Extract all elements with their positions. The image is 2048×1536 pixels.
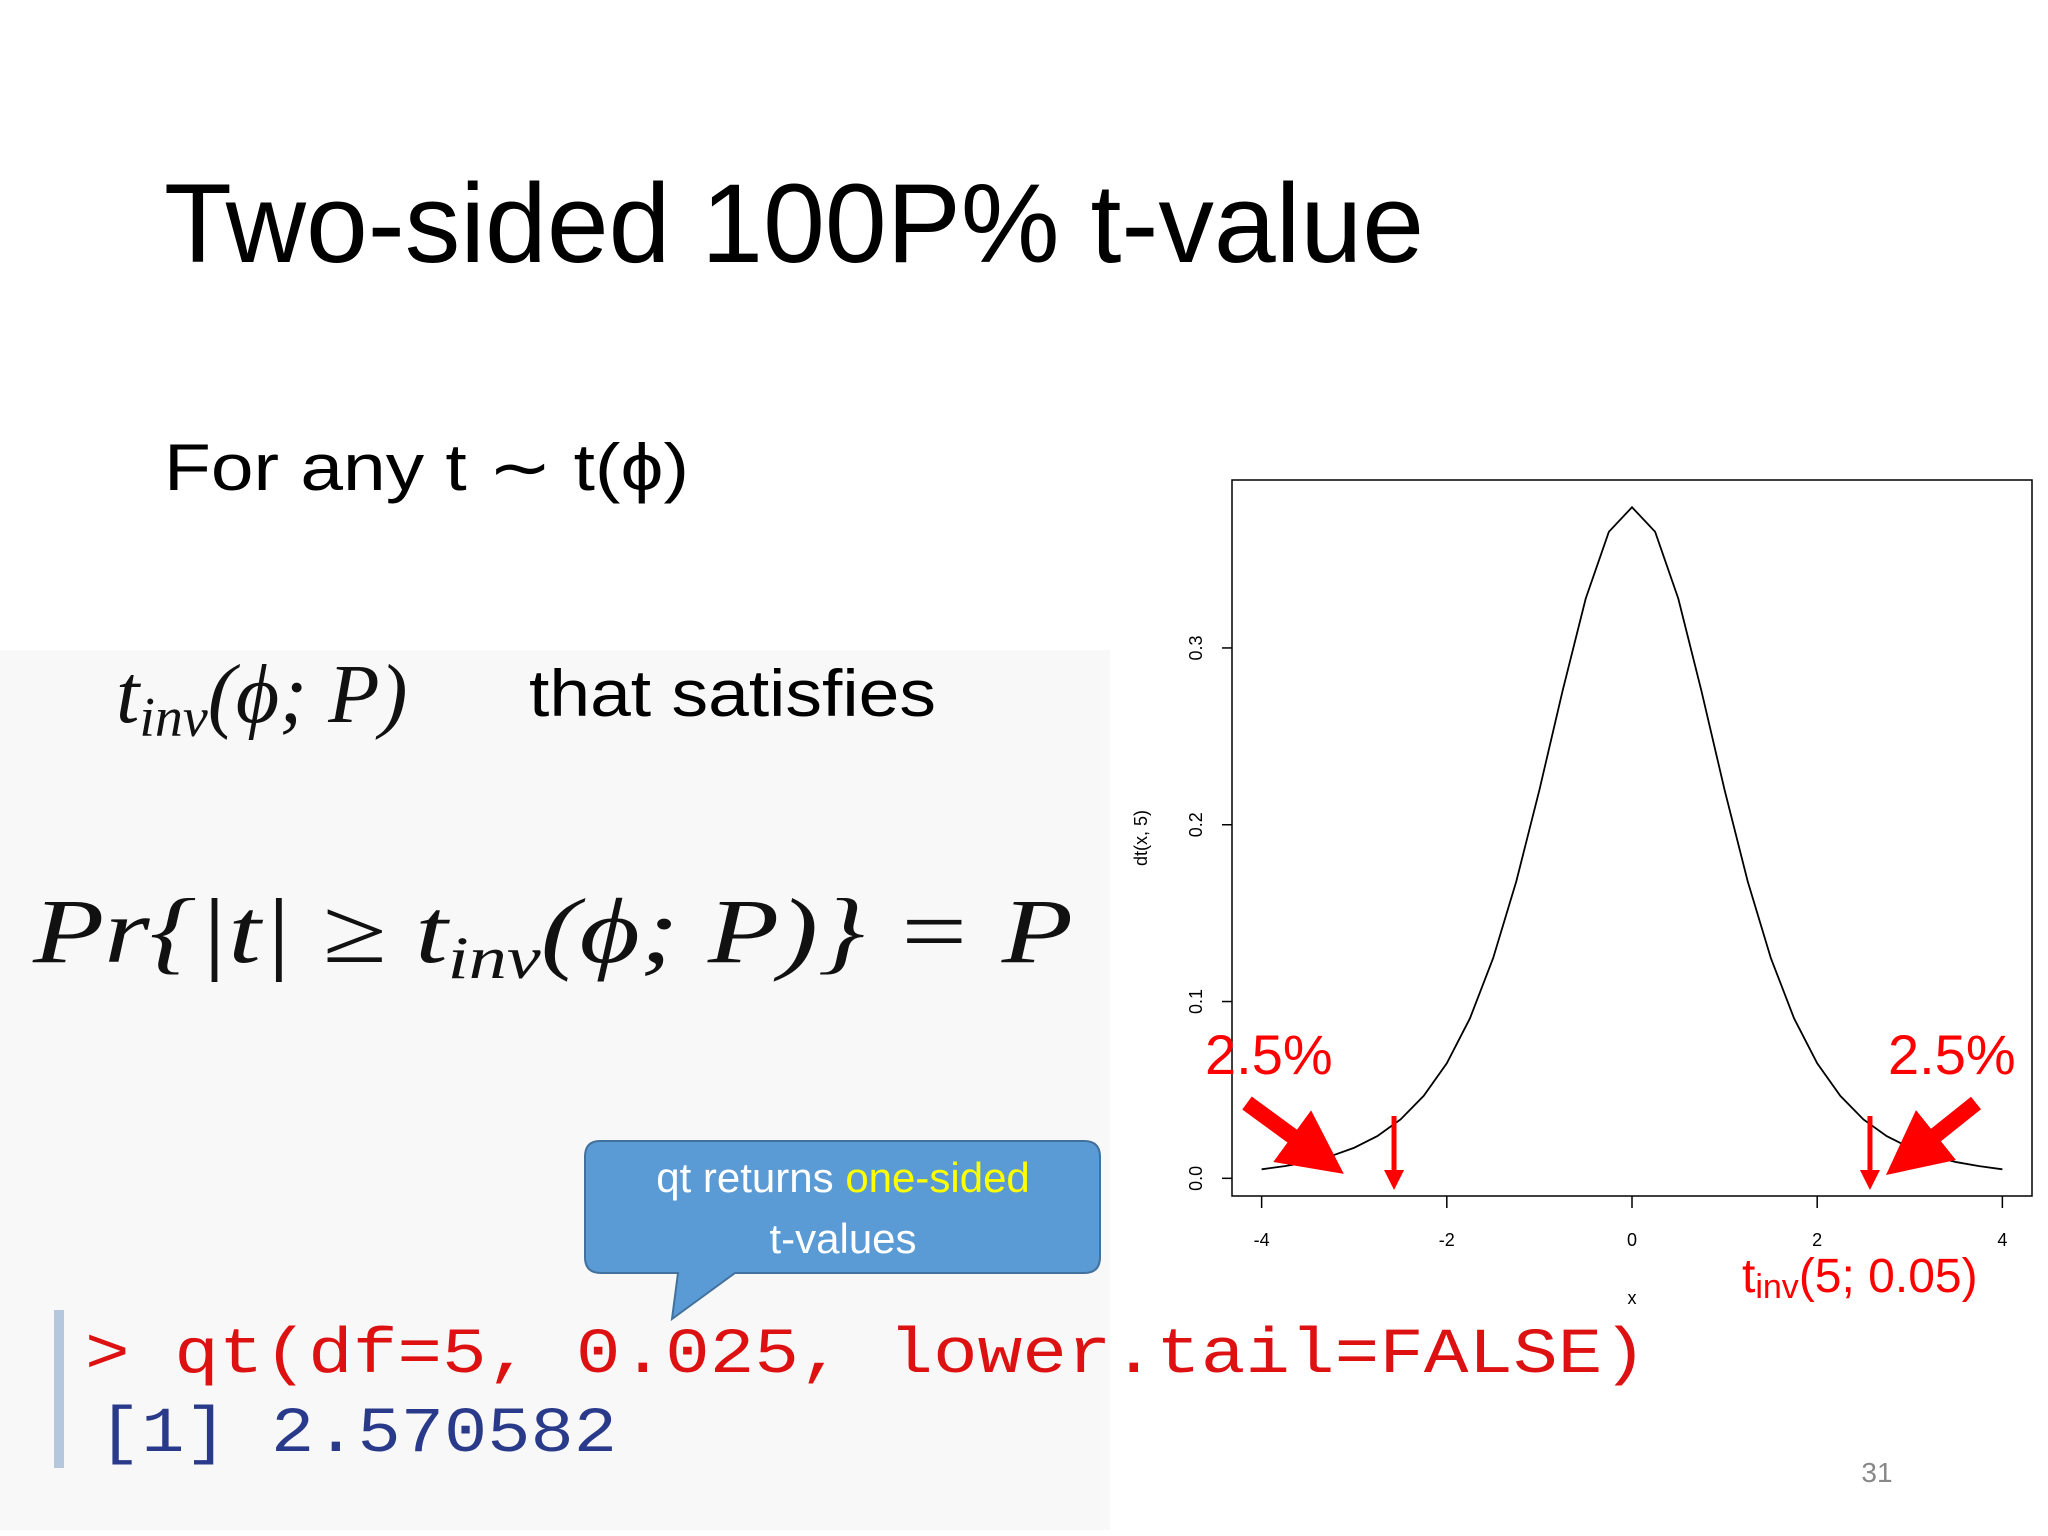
x-axis-label: x	[1628, 1288, 1637, 1308]
tail-annotation: 2.5%	[1205, 1023, 1333, 1086]
critical-label-base: t	[1742, 1250, 1755, 1303]
critical-label: tinv(5; 0.05)	[1742, 1250, 1978, 1306]
chart: 0.0 0.1 0.2 0.3 -4 -2 0 2 4 x dt(x, 5) 2.5% 2.5% tinv…	[1131, 479, 2033, 1308]
formula-args: (ϕ; P)	[208, 648, 408, 741]
tail-arrow	[1886, 1096, 1981, 1175]
callout-box	[584, 1140, 1101, 1322]
critical-label-rest: (5; 0.05)	[1799, 1250, 1978, 1303]
code-bar	[54, 1310, 64, 1468]
formula-base: t	[116, 648, 142, 741]
x-tick-label: 0	[1627, 1230, 1637, 1250]
formula1: tinv(ϕ; P)	[116, 648, 407, 749]
y-tick-label: 0.2	[1186, 812, 1206, 837]
callout-line1: qt returns one-sided	[656, 1154, 1030, 1201]
callout-line2: t-values	[769, 1215, 916, 1262]
formula-sub: inv	[448, 925, 541, 991]
y-tick-label: 0.1	[1186, 989, 1206, 1014]
critical-label-sub: inv	[1755, 1268, 1798, 1306]
formula-rest: (ϕ; P)} = P	[541, 880, 1073, 982]
x-tick-label: -2	[1439, 1230, 1455, 1250]
formula-lead: Pr{|t| ≥ t	[32, 880, 451, 982]
y-tick-label: 0.0	[1186, 1166, 1206, 1191]
formula-text: that satisfies	[529, 656, 936, 730]
page-number: 31	[1861, 1457, 1892, 1488]
y-tick-label: 0.3	[1186, 635, 1206, 660]
x-tick-label: -4	[1254, 1230, 1270, 1250]
y-axis-label: dt(x, 5)	[1131, 810, 1151, 866]
image-background	[0, 650, 1110, 1530]
callout-text: qt returns	[656, 1154, 845, 1201]
code-command: > qt(df=5, 0.025, lower.tail=FALSE)	[85, 1320, 1647, 1392]
x-tick-label: 2	[1812, 1230, 1822, 1250]
formula2: Pr{|t| ≥ t inv (ϕ; P)} = P	[32, 880, 1073, 991]
x-tick-label: 4	[1997, 1230, 2007, 1250]
formula-sub: inv	[139, 687, 208, 749]
code-output: [1] 2.570582	[98, 1399, 617, 1471]
tail-annotation: 2.5%	[1888, 1023, 2016, 1086]
intro-text: For any t ∼ t(ϕ)	[164, 430, 689, 504]
density-curve	[1261, 505, 2003, 1171]
tail-arrow	[1242, 1096, 1344, 1174]
slide-title: Two-sided 100P% t-value	[164, 161, 1424, 286]
callout-highlight: one-sided	[845, 1154, 1029, 1201]
